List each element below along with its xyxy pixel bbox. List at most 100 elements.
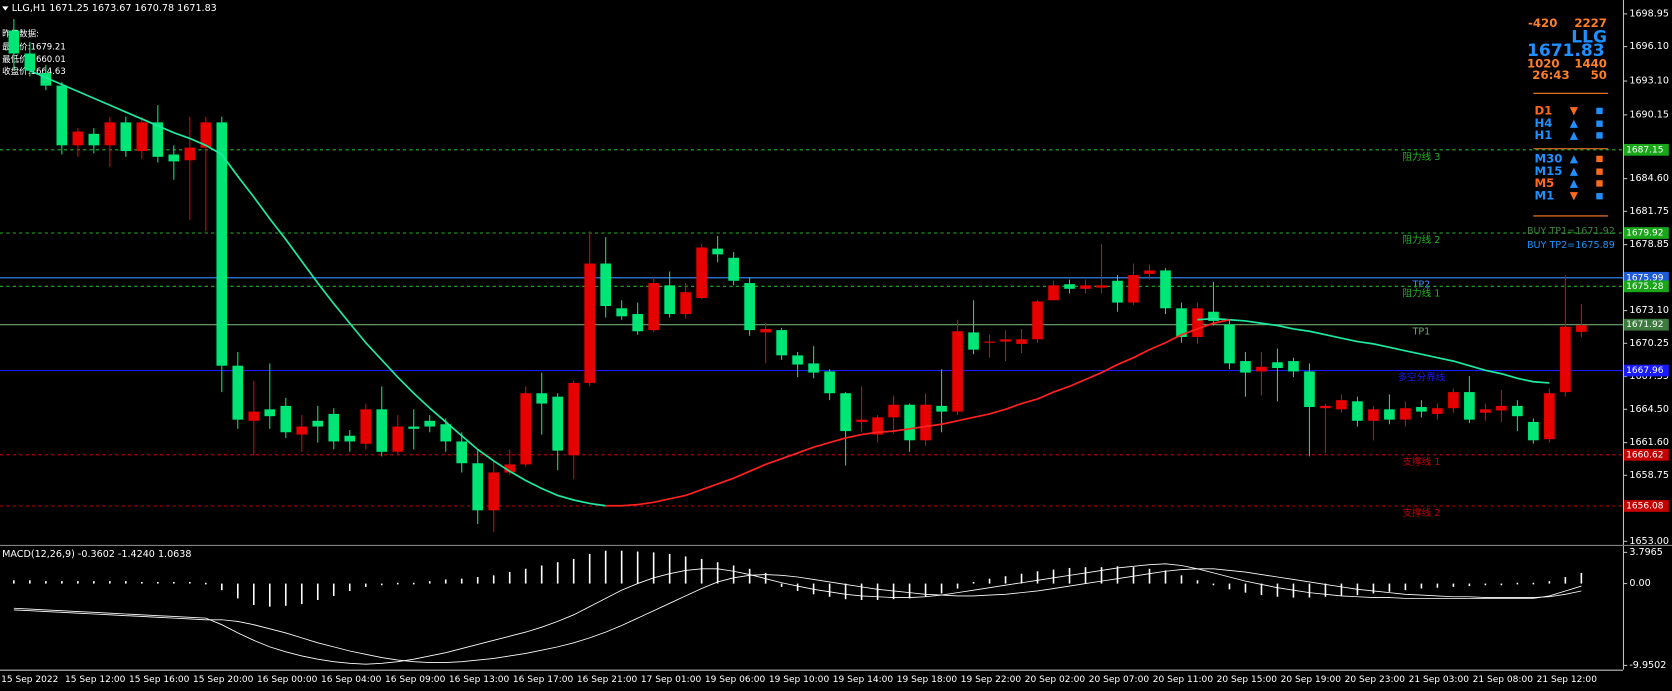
menu-triangle[interactable] <box>2 6 9 11</box>
level-price-box <box>1624 500 1669 512</box>
timeframe-name: M15 <box>1534 164 1562 178</box>
candle-body <box>664 285 675 315</box>
trend-square <box>1596 168 1603 175</box>
candle-body <box>1128 275 1139 303</box>
candle-body <box>616 308 627 317</box>
x-tick-label: 15 Sep 2022 <box>1 675 58 685</box>
candle-body <box>696 247 707 298</box>
y-tick-label: 1698.95 <box>1629 8 1669 19</box>
candle-body <box>824 371 835 394</box>
x-tick-label: 16 Sep 21:00 <box>577 675 638 685</box>
prev-day-title: 昨日数据: <box>2 29 39 40</box>
candle-body <box>1400 408 1411 420</box>
panel-value: 1020 <box>1527 56 1560 70</box>
candle-body <box>56 85 68 146</box>
timeframe-name: M1 <box>1534 189 1554 203</box>
candle-body <box>1240 361 1251 373</box>
candle-body <box>248 411 260 421</box>
trend-square <box>1596 120 1603 127</box>
trend-arrow: ▼ <box>1570 104 1579 117</box>
candle-body <box>1560 326 1571 393</box>
level-label: 阻力线 2 <box>1402 234 1440 246</box>
y-tick-label: 1684.60 <box>1629 173 1669 184</box>
moving-average <box>1197 317 1550 384</box>
x-tick-label: 21 Sep 08:00 <box>1473 675 1534 685</box>
level-label: 支撑线 1 <box>1402 456 1440 468</box>
timeframe-name: H1 <box>1534 128 1552 142</box>
trend-square <box>1596 180 1603 187</box>
candle-body <box>200 122 212 148</box>
x-tick-label: 16 Sep 04:00 <box>321 675 382 685</box>
candle-body <box>1544 393 1555 440</box>
candle-body <box>1256 366 1267 372</box>
candle-body <box>1192 308 1203 338</box>
y-tick-label: 1678.85 <box>1629 239 1669 250</box>
panel-timer: 26:43 <box>1532 68 1569 82</box>
panel-value: -420 <box>1528 16 1557 30</box>
candle-body <box>1112 280 1123 303</box>
info-panel: -420 2227 LLG 1671.83 1020 1440 26:43 50… <box>1527 16 1615 251</box>
candle-body <box>648 283 659 331</box>
candle-body <box>1064 284 1075 289</box>
x-tick-label: 20 Sep 11:00 <box>1153 675 1214 685</box>
candle-body <box>440 424 452 442</box>
candle-body <box>856 419 867 422</box>
x-tick-label: 19 Sep 22:00 <box>961 675 1022 685</box>
y-tick-label: 1673.10 <box>1629 305 1669 316</box>
y-tick-label: 1664.50 <box>1629 404 1669 415</box>
moving-average <box>29 69 606 507</box>
trend-arrow: ▲ <box>1570 176 1579 189</box>
x-tick-label: 19 Sep 14:00 <box>833 675 894 685</box>
candle-body <box>1368 409 1379 421</box>
candle-body <box>632 314 643 332</box>
candle-body <box>456 441 468 464</box>
x-tick-label: 20 Sep 23:00 <box>1345 675 1406 685</box>
y-tick-label: 1690.15 <box>1629 109 1669 120</box>
candle-body <box>488 472 500 511</box>
candle-body <box>168 154 180 162</box>
level-label: 阻力线 1 <box>1402 287 1440 299</box>
x-tick-label: 20 Sep 07:00 <box>1089 675 1150 685</box>
trend-arrow: ▼ <box>1570 189 1579 202</box>
trend-arrow: ▲ <box>1570 165 1579 178</box>
x-tick-label: 16 Sep 13:00 <box>449 675 510 685</box>
candle-body <box>1208 311 1219 321</box>
candle-body <box>1480 409 1491 413</box>
candle-body <box>1512 405 1523 417</box>
candle-body <box>584 263 596 383</box>
candle-body <box>520 393 532 465</box>
y-tick-label: 1658.75 <box>1629 470 1669 481</box>
candle-body <box>328 413 340 442</box>
candle-body <box>40 73 52 86</box>
prev-day-line: 收盘价:1664.63 <box>2 66 66 77</box>
timeframe-name: M30 <box>1534 151 1562 165</box>
level-price-box <box>1624 271 1669 284</box>
candle-body <box>296 426 308 435</box>
candle-body <box>8 30 20 54</box>
candle-body <box>1032 301 1043 340</box>
candle-body <box>952 331 963 412</box>
level-label: TP2 <box>1412 280 1431 291</box>
candle-body <box>968 332 979 350</box>
trend-square <box>1596 155 1603 163</box>
candle-body <box>1304 371 1315 408</box>
y-tick-label: 0.00 <box>1629 578 1650 589</box>
x-tick-label: 16 Sep 09:00 <box>385 675 446 685</box>
candle-body <box>776 330 787 356</box>
prev-day-line: 最高价:1679.21 <box>2 41 66 52</box>
candle-body <box>1080 285 1091 289</box>
panel-value: 2227 <box>1574 16 1607 30</box>
candle-body <box>1320 405 1331 409</box>
candle-body <box>312 420 324 427</box>
candle-body <box>552 396 564 451</box>
level-price-box <box>1624 364 1669 377</box>
x-tick-label: 20 Sep 15:00 <box>1217 675 1278 685</box>
level-price: 1656.08 <box>1626 501 1664 511</box>
y-tick-label: -9.9502 <box>1629 660 1666 671</box>
candle-body <box>376 409 388 452</box>
level-price-box <box>1624 227 1669 239</box>
x-tick-label: 15 Sep 12:00 <box>65 675 126 685</box>
panel-symbol: LLG <box>1571 27 1607 47</box>
trend-arrow: ▲ <box>1570 128 1579 141</box>
